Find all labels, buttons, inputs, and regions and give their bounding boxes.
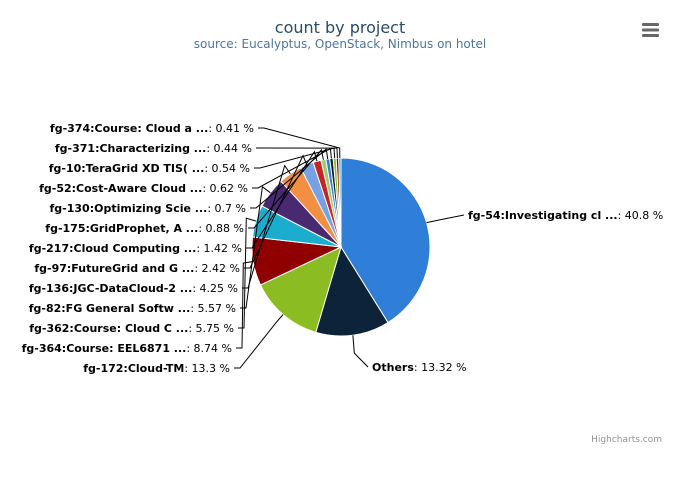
- data-labels: fg-54:Investigating cl ...: 40.8 % Others…: [22, 122, 664, 375]
- data-label-others: Others: 13.32 %: [372, 361, 467, 374]
- data-label-fg-362-course-cloud-c: fg-362:Course: Cloud C ...: 5.75 %: [29, 322, 234, 335]
- connector-fg-374-course-cloud-a: [258, 127, 341, 159]
- hamburger-menu-icon[interactable]: [636, 18, 666, 42]
- connector-fg-364-course-eel6871: [236, 261, 254, 349]
- data-label-fg-97-futuregrid-and-g: fg-97:FutureGrid and G ...: 2.42 %: [34, 262, 240, 275]
- connector-fg-54-investigating-cl: [426, 214, 465, 224]
- connector-fg-10-teragrid-xd-tis: [254, 147, 336, 169]
- data-label-fg-52-cost-aware-cloud: fg-52:Cost-Aware Cloud ...: 0.62 %: [39, 182, 248, 195]
- connector-fg-362-course-cloud-c: [238, 217, 257, 329]
- data-label-fg-217-cloud-computing: fg-217:Cloud Computing ...: 1.42 %: [29, 242, 242, 255]
- data-label-fg-175-gridprophet-a: fg-175:GridProphet, A ...: 0.88 %: [45, 222, 244, 235]
- connector-fg-371-characterizing: [256, 147, 338, 159]
- connector-fg-52-cost-aware-cloud: [252, 147, 332, 189]
- data-label-fg-54-investigating-cl: fg-54:Investigating cl ...: 40.8 %: [468, 209, 663, 222]
- slice-fg-54-investigating-cl[interactable]: [340, 157, 431, 324]
- data-label-fg-374-course-cloud-a: fg-374:Course: Cloud a ...: 0.41 %: [50, 122, 254, 135]
- data-label-fg-82-fg-general-softw: fg-82:FG General Softw ...: 5.57 %: [29, 302, 236, 315]
- label-connectors: [234, 127, 465, 369]
- connector-fg-136-jgc-datacloud-2: [242, 164, 291, 289]
- connector-fg-82-fg-general-softw: [240, 185, 271, 309]
- slice-fg-374-course-cloud-a[interactable]: [338, 157, 342, 248]
- chart-subtitle: source: Eucalyptus, OpenStack, Nimbus on…: [194, 37, 486, 51]
- data-label-fg-364-course-eel6871: fg-364:Course: EEL6871 ...: 8.74 %: [22, 342, 232, 355]
- data-label-fg-136-jgc-datacloud-2: fg-136:JGC-DataCloud-2 ...: 4.25 %: [29, 282, 238, 295]
- data-label-fg-10-teragrid-xd-tis: fg-10:TeraGrid XD TIS( ...: 0.54 %: [49, 162, 250, 175]
- data-label-fg-130-optimizing-scie: fg-130:Optimizing Scie ...: 0.7 %: [50, 202, 246, 215]
- connector-fg-97-futuregrid-and-g: [244, 154, 308, 269]
- credits-link[interactable]: Highcharts.com: [591, 435, 662, 445]
- pie-slices: [251, 157, 431, 337]
- data-label-fg-371-characterizing: fg-371:Characterizing ...: 0.44 %: [55, 142, 252, 155]
- connector-fg-130-optimizing-scie: [250, 148, 329, 209]
- connector-others: [352, 335, 369, 368]
- slice-others[interactable]: [315, 245, 389, 337]
- data-label-fg-172-cloud-tm: fg-172:Cloud-TM: 13.3 %: [83, 362, 230, 375]
- chart-title: count by project: [275, 18, 405, 37]
- connector-fg-172-cloud-tm: [234, 314, 284, 369]
- connector-fg-175-gridprophet-a: [248, 148, 324, 229]
